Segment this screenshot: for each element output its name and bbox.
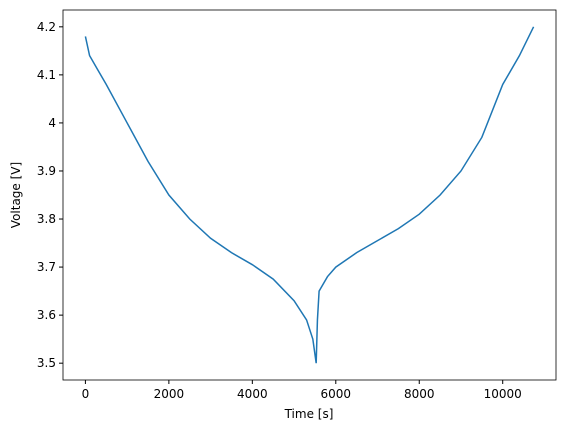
x-tick-label: 2000 bbox=[154, 387, 185, 401]
x-tick-label: 0 bbox=[82, 387, 90, 401]
y-tick-label: 3.8 bbox=[37, 212, 56, 226]
y-tick-label: 3.7 bbox=[37, 260, 56, 274]
y-tick-label: 3.6 bbox=[37, 308, 56, 322]
x-tick-label: 8000 bbox=[404, 387, 435, 401]
x-tick-label: 6000 bbox=[321, 387, 352, 401]
y-tick-label: 3.5 bbox=[37, 356, 56, 370]
x-tick-label: 10000 bbox=[484, 387, 522, 401]
y-axis-label: Voltage [V] bbox=[9, 162, 23, 228]
plot-frame bbox=[62, 9, 557, 381]
y-tick-label: 3.9 bbox=[37, 164, 56, 178]
y-tick-label: 4.2 bbox=[37, 20, 56, 34]
x-tick-label: 4000 bbox=[237, 387, 268, 401]
y-tick-label: 4 bbox=[48, 116, 56, 130]
x-axis-label: Time [s] bbox=[284, 407, 334, 421]
y-tick-label: 4.1 bbox=[37, 68, 56, 82]
line bbox=[84, 26, 535, 364]
